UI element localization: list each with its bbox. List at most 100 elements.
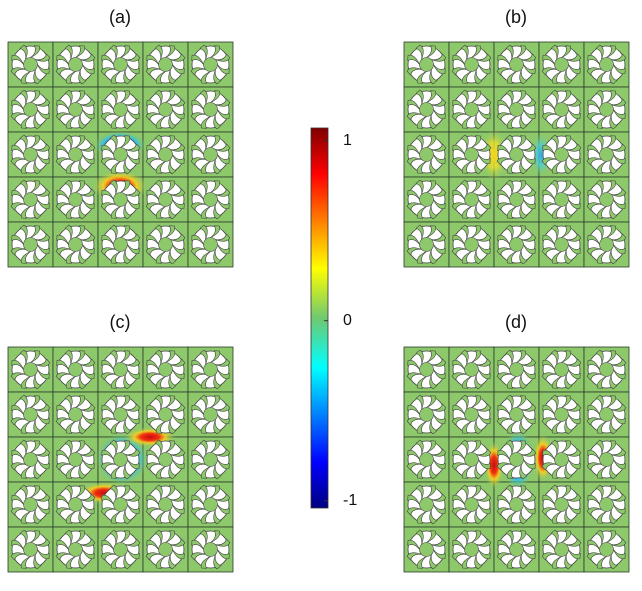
figure: (a) (b) (c) (d) -1 0 1 (0, 0, 642, 591)
resonator-hub (24, 193, 38, 207)
resonator-hub (204, 363, 218, 377)
resonator-hub (204, 543, 218, 557)
resonator-hub (420, 148, 434, 162)
resonator-hub (24, 498, 38, 512)
resonator-hub (465, 453, 479, 467)
resonator-hub (420, 363, 434, 377)
resonator-hub (510, 363, 524, 377)
resonator-hub (465, 363, 479, 377)
colorbar-tick-label: 0 (343, 312, 352, 329)
resonator-hub (555, 58, 569, 72)
resonator-hub (420, 238, 434, 252)
resonator-hub (24, 408, 38, 422)
resonator-hub (204, 58, 218, 72)
resonator-hub (420, 58, 434, 72)
resonator-hub (420, 408, 434, 422)
resonator-hub (204, 103, 218, 117)
resonator-hub (465, 103, 479, 117)
resonator-hub (204, 193, 218, 207)
panel-label: (a) (109, 7, 131, 27)
resonator-hub (510, 193, 524, 207)
resonator-hub (510, 453, 524, 467)
resonator-hub (465, 58, 479, 72)
resonator-hub (69, 193, 83, 207)
resonator-hub (159, 193, 173, 207)
resonator-hub (465, 498, 479, 512)
resonator-hub (600, 453, 614, 467)
resonator-hub (24, 453, 38, 467)
resonator-hub (555, 408, 569, 422)
resonator-hub (114, 408, 128, 422)
resonator-hub (420, 453, 434, 467)
resonator-hub (510, 58, 524, 72)
resonator-hub (159, 408, 173, 422)
resonator-hub (204, 453, 218, 467)
resonator-hub (114, 238, 128, 252)
resonator-hub (600, 543, 614, 557)
resonator-hub (600, 58, 614, 72)
resonator-hub (69, 103, 83, 117)
resonator-hub (159, 238, 173, 252)
resonator-hub (465, 193, 479, 207)
resonator-hub (420, 498, 434, 512)
resonator-hub (69, 238, 83, 252)
resonator-hub (204, 408, 218, 422)
resonator-hub (114, 193, 128, 207)
resonator-hub (555, 498, 569, 512)
panel-label: (c) (110, 312, 131, 332)
resonator-hub (159, 103, 173, 117)
resonator-hub (114, 103, 128, 117)
resonator-hub (24, 103, 38, 117)
panel-label: (d) (505, 312, 527, 332)
resonator-hub (600, 498, 614, 512)
colorbar (311, 128, 328, 508)
panel (8, 347, 233, 572)
resonator-hub (555, 103, 569, 117)
panel (8, 42, 233, 267)
panel (404, 42, 629, 267)
resonator-hub (69, 543, 83, 557)
resonator-hub (159, 58, 173, 72)
resonator-hub (24, 543, 38, 557)
resonator-hub (600, 103, 614, 117)
resonator-hub (24, 363, 38, 377)
resonator-hub (24, 238, 38, 252)
resonator-hub (465, 543, 479, 557)
resonator-hub (510, 238, 524, 252)
resonator-hub (24, 148, 38, 162)
resonator-hub (555, 543, 569, 557)
resonator-hub (600, 238, 614, 252)
resonator-hub (114, 453, 128, 467)
resonator-hub (420, 103, 434, 117)
resonator-hub (114, 148, 128, 162)
resonator-hub (114, 543, 128, 557)
resonator-hub (69, 363, 83, 377)
resonator-hub (159, 148, 173, 162)
resonator-hub (600, 148, 614, 162)
resonator-hub (465, 408, 479, 422)
resonator-hub (555, 363, 569, 377)
resonator-hub (465, 148, 479, 162)
panel-label: (b) (505, 7, 527, 27)
resonator-hub (555, 453, 569, 467)
resonator-hub (24, 58, 38, 72)
resonator-hub (204, 238, 218, 252)
colorbar-tick-label: 1 (343, 132, 352, 149)
resonator-hub (159, 543, 173, 557)
resonator-hub (159, 498, 173, 512)
resonator-hub (159, 453, 173, 467)
resonator-hub (555, 148, 569, 162)
resonator-hub (204, 498, 218, 512)
resonator-hub (420, 543, 434, 557)
resonator-hub (555, 193, 569, 207)
resonator-hub (510, 103, 524, 117)
resonator-hub (69, 58, 83, 72)
resonator-hub (69, 453, 83, 467)
resonator-hub (510, 148, 524, 162)
resonator-hub (600, 408, 614, 422)
resonator-hub (69, 498, 83, 512)
resonator-hub (420, 193, 434, 207)
resonator-hub (69, 408, 83, 422)
resonator-hub (600, 193, 614, 207)
colorbar-tick-label: -1 (343, 492, 357, 509)
